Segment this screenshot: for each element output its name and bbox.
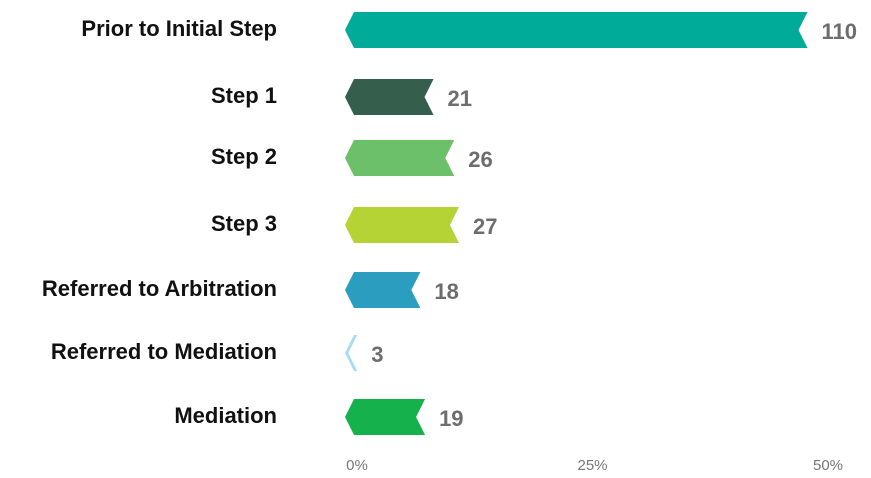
bar (345, 12, 808, 48)
count-label: 19 (439, 406, 463, 431)
bar (345, 79, 434, 115)
bar (345, 399, 426, 435)
count-label: 27 (473, 214, 497, 239)
x-tick-label: 0% (346, 457, 368, 474)
category-label: Step 2 (211, 144, 277, 169)
bar (345, 140, 455, 176)
category-label: Step 3 (211, 211, 277, 236)
x-tick-label: 50% (813, 457, 843, 474)
bar (345, 272, 421, 308)
count-label: 21 (448, 86, 472, 111)
count-label: 18 (434, 279, 458, 304)
x-tick-label: 25% (577, 457, 607, 474)
category-label: Step 1 (211, 83, 277, 108)
category-label: Referred to Arbitration (42, 276, 277, 301)
category-label: Mediation (174, 403, 277, 428)
count-label: 26 (468, 147, 492, 172)
category-label: Referred to Mediation (51, 339, 277, 364)
count-label: 3 (371, 342, 383, 367)
count-label: 110 (822, 19, 858, 44)
bar (345, 207, 459, 243)
bar (345, 335, 358, 371)
category-label: Prior to Initial Step (81, 16, 277, 41)
